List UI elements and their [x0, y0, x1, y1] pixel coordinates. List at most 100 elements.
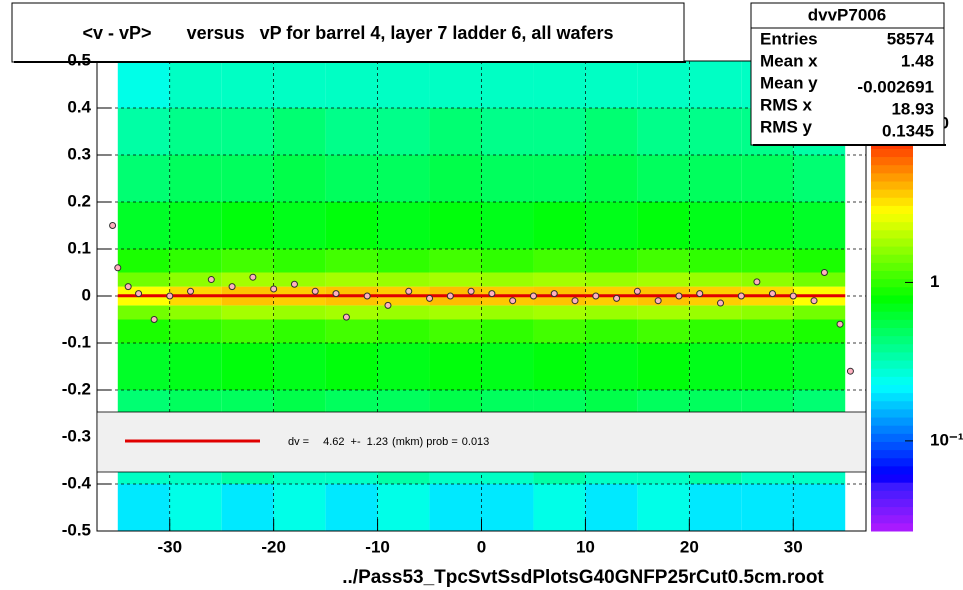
stats-name: RMS y [760, 117, 813, 136]
heat-cell [689, 61, 742, 108]
heat-cell [377, 249, 430, 273]
y-tick-label: 0.1 [67, 238, 91, 257]
heat-cell [117, 343, 170, 390]
profile-point [820, 269, 828, 276]
heat-cell [429, 249, 482, 273]
heat-cell [637, 155, 690, 202]
heat-cell [221, 319, 274, 343]
heat-cell [117, 155, 170, 202]
palette-step [871, 229, 913, 239]
heat-cell [793, 155, 846, 202]
heat-cell [117, 61, 170, 108]
heat-cell [741, 305, 794, 320]
color-palette [871, 123, 913, 532]
palette-step [871, 221, 913, 231]
heat-cell [117, 484, 170, 531]
palette-step [871, 286, 913, 296]
heat-cell [533, 319, 586, 343]
palette-step [871, 465, 913, 475]
heat-cell [793, 343, 846, 390]
title-frame [11, 2, 685, 63]
y-tick-label: -0.2 [62, 379, 91, 398]
heat-cell [429, 155, 482, 202]
heat-cell [377, 272, 430, 287]
profile-point [846, 367, 854, 375]
palette-step [871, 522, 913, 532]
stats-box: dvvP7006 Entries 58574 Mean x 1.48 Mean y -0.… [750, 2, 946, 146]
heat-cell [481, 343, 534, 390]
heat-cell [169, 305, 222, 320]
heat-cell [481, 249, 534, 273]
heat-cell [117, 108, 170, 155]
profile-point [109, 222, 117, 229]
profile-point [675, 292, 683, 300]
heat-cell [585, 343, 638, 390]
heat-cell [221, 272, 274, 287]
palette-step [871, 148, 913, 158]
heat-cell [273, 202, 326, 249]
palette-step [871, 433, 913, 442]
profile-point [467, 287, 475, 295]
profile-point [270, 285, 278, 293]
x-tick-label: -20 [261, 537, 286, 556]
heat-cell [637, 319, 690, 343]
palette-step [871, 368, 913, 377]
heat-cell [377, 61, 430, 108]
profile-point [737, 292, 745, 300]
heat-cell [481, 272, 534, 287]
heat-cell [533, 305, 586, 320]
heat-cell [585, 249, 638, 273]
heat-cell [481, 202, 534, 249]
heat-cell [585, 484, 638, 531]
palette-step [871, 213, 913, 223]
profile-point [789, 292, 797, 300]
z-tick-label: 10⁻¹ [930, 430, 963, 449]
palette-step [871, 457, 913, 467]
heat-cell [533, 61, 586, 108]
heat-cell [221, 484, 274, 531]
fit-value: 4.62 [323, 436, 344, 448]
title-box: <v - vP> versus vP for barrel 4, layer 7… [11, 2, 686, 63]
heat-cell [585, 108, 638, 155]
heat-cell [741, 155, 794, 202]
y-tick-label: 0.3 [67, 144, 91, 163]
palette-step [871, 180, 913, 190]
stats-value: 1.48 [901, 51, 934, 70]
fit-prob: 0.013 [462, 436, 490, 448]
heat-cell [429, 484, 482, 531]
heat-cell [429, 202, 482, 249]
heat-cell [325, 343, 378, 390]
heat-cell [793, 249, 846, 273]
profile-point [342, 313, 350, 321]
heat-cell [741, 249, 794, 273]
palette-step [871, 319, 913, 328]
palette-step [871, 303, 913, 312]
heat-cell [689, 484, 742, 531]
stats-name: RMS x [760, 95, 813, 114]
stats-value: 58574 [887, 29, 935, 48]
heat-cell [377, 484, 430, 531]
chart-title: <v - vP> versus vP for barrel 4, layer 7… [83, 23, 614, 43]
heat-cell [481, 484, 534, 531]
y-tick-label: -0.3 [62, 426, 91, 445]
palette-step [871, 164, 913, 174]
heat-cell [793, 272, 846, 287]
heat-cell [689, 249, 742, 273]
heat-cell [533, 202, 586, 249]
profile-point [768, 290, 776, 298]
palette-step [871, 335, 913, 345]
profile-point [135, 290, 143, 298]
palette-step [871, 327, 913, 337]
heat-cell [793, 202, 846, 249]
heat-cell [221, 155, 274, 202]
heat-cell [325, 305, 378, 320]
profile-point [363, 292, 371, 300]
profile-point [290, 280, 298, 288]
fit-unit: (mkm) prob = [392, 436, 458, 448]
heat-cell [169, 343, 222, 390]
fit-label: dv = [288, 436, 309, 448]
profile-point [384, 301, 392, 309]
heat-cell [377, 202, 430, 249]
heat-cell [325, 249, 378, 273]
heat-cell [169, 61, 222, 108]
